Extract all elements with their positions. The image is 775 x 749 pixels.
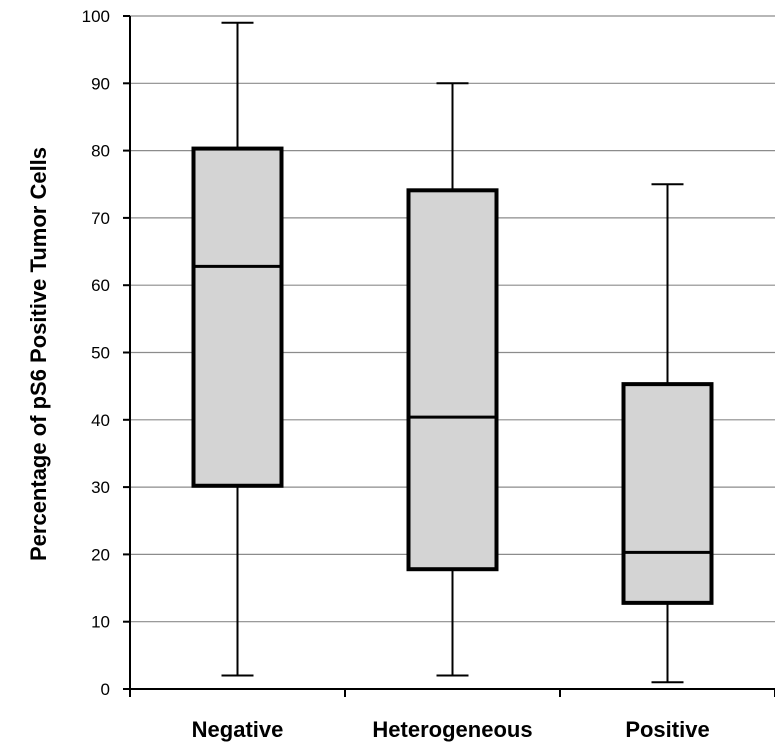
box-positive (621, 183, 714, 684)
y-tick-label: 100 (82, 7, 110, 26)
iqr-box (191, 146, 284, 488)
x-category-label: Heterogeneous (372, 717, 532, 742)
iqr-box (406, 188, 499, 572)
y-tick-label: 80 (91, 142, 110, 161)
y-axis-title: Percentage of pS6 Positive Tumor Cells (26, 147, 51, 561)
y-tick-label: 90 (91, 74, 110, 93)
y-tick-label: 40 (91, 411, 110, 430)
y-tick-label: 70 (91, 209, 110, 228)
box-negative (191, 21, 284, 677)
x-category-label: Positive (625, 717, 709, 742)
y-tick-label: 10 (91, 613, 110, 632)
y-tick-label: 0 (101, 680, 110, 699)
y-tick-label: 30 (91, 478, 110, 497)
box-heterogeneous (406, 82, 499, 677)
x-category-labels: Negative Heterogeneous Positive (129, 689, 775, 742)
y-tick-label: 20 (91, 545, 110, 564)
iqr-box (621, 382, 714, 605)
y-tick-labels: 0 10 20 30 40 50 60 70 80 90 100 (82, 7, 130, 699)
box-series (191, 21, 714, 684)
y-tick-label: 50 (91, 344, 110, 363)
y-tick-label: 60 (91, 276, 110, 295)
x-category-label: Negative (192, 717, 284, 742)
